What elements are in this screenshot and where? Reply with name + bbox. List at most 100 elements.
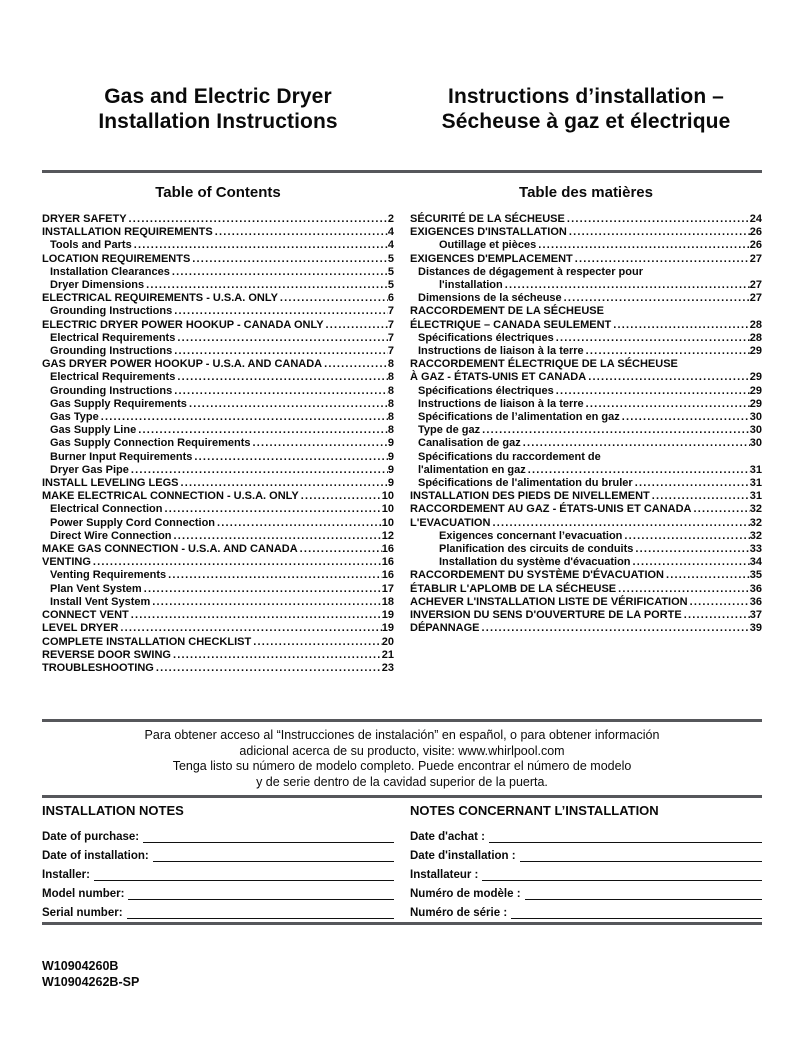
note-fill-line <box>128 899 394 901</box>
toc-entry: Outillage et pièces 26 <box>410 239 762 252</box>
toc-entry-text: Spécifications électriques <box>418 331 554 344</box>
toc-entry-page: 9 <box>387 450 394 463</box>
toc-entry-page: 29 <box>749 397 762 410</box>
toc-dot-leader <box>664 569 750 582</box>
toc-entry-page: 27 <box>749 252 762 265</box>
toc-entry: VENTING 16 <box>42 556 394 569</box>
toc-entry: Exigences concernant l’evacuation 32 <box>410 530 762 543</box>
toc-entry-text: SÉCURITÉ DE LA SÉCHEUSE <box>410 213 565 225</box>
toc-entry-text: Instructions de liaison à la terre <box>418 345 584 358</box>
toc-entry-page: 19 <box>381 609 394 622</box>
toc-dot-leader <box>688 596 750 609</box>
toc-entry-page: 36 <box>749 595 762 608</box>
toc-entry: Grounding Instructions 7 <box>42 345 394 358</box>
toc-entry-text: Gas Supply Connection Requirements <box>50 437 251 450</box>
toc-entry-text: Distances de dégagement à respecter pour <box>418 265 643 278</box>
toc-dot-leader <box>633 477 750 490</box>
toc-dot-leader <box>611 319 749 332</box>
toc-dot-leader <box>490 517 749 530</box>
title-english-line1: Gas and Electric Dryer <box>104 85 332 108</box>
note-field-row: Numéro de modèle : <box>410 882 762 901</box>
toc-entry: ÉTABLIR L'APLOMB DE LA SÉCHEUSE 36 <box>410 583 762 596</box>
note-field-row: Date d'installation : <box>410 844 762 863</box>
toc-entry-page: 28 <box>749 331 762 344</box>
toc-entry: Spécifications électriques 29 <box>410 385 762 398</box>
toc-dot-leader <box>562 292 750 305</box>
toc-entry: MAKE GAS CONNECTION - U.S.A. AND CANADA … <box>42 543 394 556</box>
toc-entry-text: DRYER SAFETY <box>42 213 127 225</box>
toc-dot-leader <box>172 345 388 358</box>
toc-entry: CONNECT VENT 19 <box>42 609 394 622</box>
toc-entry: INVERSION DU SENS D'OUVERTURE DE LA PORT… <box>410 609 762 622</box>
toc-entry-text: INSTALL LEVELING LEGS <box>42 477 179 490</box>
toc-dot-leader <box>503 279 750 292</box>
toc-dot-leader <box>554 385 750 398</box>
toc-dot-leader <box>142 583 382 596</box>
toc-entry-text: Burner Input Requirements <box>50 450 193 463</box>
toc-entry-page: 39 <box>749 622 762 635</box>
toc-dot-leader <box>213 226 388 239</box>
toc-entry-text: ÉTABLIR L'APLOMB DE LA SÉCHEUSE <box>410 582 617 595</box>
toc-heading-french: Table des matières <box>519 184 653 201</box>
toc-entry-text: TROUBLESHOOTING <box>42 661 154 674</box>
toc-entry-text: Electrical Requirements <box>50 371 176 384</box>
toc-entry: L'EVACUATION 32 <box>410 517 762 530</box>
toc-entry-text: Plan Vent System <box>50 582 142 595</box>
toc-entry-page: 10 <box>381 490 394 503</box>
toc-dot-leader <box>175 371 388 384</box>
toc-entry-page: 16 <box>381 556 394 569</box>
toc-dot-leader <box>479 622 749 635</box>
note-fill-line <box>126 918 394 920</box>
toc-entry-text: Outillage et pièces <box>439 239 537 252</box>
toc-entry: Spécifications du raccordement de <box>410 451 762 464</box>
toc-dot-leader <box>150 596 381 609</box>
toc-entry: ACHEVER L'INSTALLATION LISTE DE VÉRIFICA… <box>410 596 762 609</box>
toc-entry-page: 28 <box>749 318 762 331</box>
title-french-line1: Instructions d’installation – <box>448 85 724 108</box>
toc-entry: À GAZ - ÉTATS-UNIS ET CANADA 29 <box>410 371 762 384</box>
toc-entry: DÉPANNAGE 39 <box>410 622 762 635</box>
toc-dot-leader <box>127 213 388 226</box>
toc-dot-leader <box>682 609 750 622</box>
note-fill-line <box>143 842 394 844</box>
toc-entry: Installation du système d'évacuation 34 <box>410 556 762 569</box>
toc-entry: Type de gaz 30 <box>410 424 762 437</box>
notes-heading-english: INSTALLATION NOTES <box>42 803 184 819</box>
toc-entry-page: 9 <box>387 437 394 450</box>
notice-line: Tenga listo su número de modelo completo… <box>172 759 632 774</box>
toc-entry: l'alimentation en gaz 31 <box>410 464 762 477</box>
toc-dot-leader <box>480 424 750 437</box>
note-field-row: Date of installation: <box>42 844 394 863</box>
toc-entry-text: RACCORDEMENT ÉLECTRIQUE DE LA SÉCHEUSE <box>410 358 678 371</box>
toc-entry-page: 7 <box>387 305 394 318</box>
toc-entry: RACCORDEMENT ÉLECTRIQUE DE LA SÉCHEUSE <box>410 358 762 371</box>
toc-entry-text: CONNECT VENT <box>42 609 129 622</box>
toc-dot-leader <box>170 266 388 279</box>
toc-entry-text: Spécifications du raccordement de <box>418 450 601 463</box>
toc-entry: l'installation 27 <box>410 279 762 292</box>
toc-entry: RACCORDEMENT AU GAZ - ÉTATS-UNIS ET CANA… <box>410 503 762 516</box>
toc-entry-text: INSTALLATION DES PIEDS DE NIVELLEMENT <box>410 490 650 503</box>
toc-entry-page: 8 <box>387 358 394 371</box>
toc-entry-text: VENTING <box>42 556 91 569</box>
toc-dot-leader <box>129 609 382 622</box>
toc-entry-text: Dryer Gas Pipe <box>50 463 129 476</box>
toc-entry-text: Power Supply Cord Connection <box>50 516 216 529</box>
toc-entry: DRYER SAFETY 2 <box>42 213 394 226</box>
toc-entry-page: 24 <box>749 213 762 225</box>
toc-entry: Spécifications de l'alimentation du brul… <box>410 477 762 490</box>
toc-entry-page: 2 <box>387 213 394 225</box>
toc-entry-text: ELECTRICAL REQUIREMENTS - U.S.A. ONLY <box>42 292 278 305</box>
toc-entry: Install Vent System 18 <box>42 596 394 609</box>
part-number-primary: W10904260B <box>42 959 119 974</box>
toc-entry-text: INSTALLATION REQUIREMENTS <box>42 226 213 239</box>
toc-dot-leader <box>144 279 388 292</box>
toc-entry-text: Grounding Instructions <box>50 384 173 397</box>
toc-entry-page: 23 <box>381 661 394 674</box>
toc-columns: DRYER SAFETY 2 INSTALLATION REQUIREMENTS… <box>42 213 762 675</box>
toc-entry: Grounding Instructions 8 <box>42 385 394 398</box>
toc-dot-leader <box>136 424 388 437</box>
toc-dot-leader <box>172 530 382 543</box>
toc-dot-leader <box>650 490 750 503</box>
